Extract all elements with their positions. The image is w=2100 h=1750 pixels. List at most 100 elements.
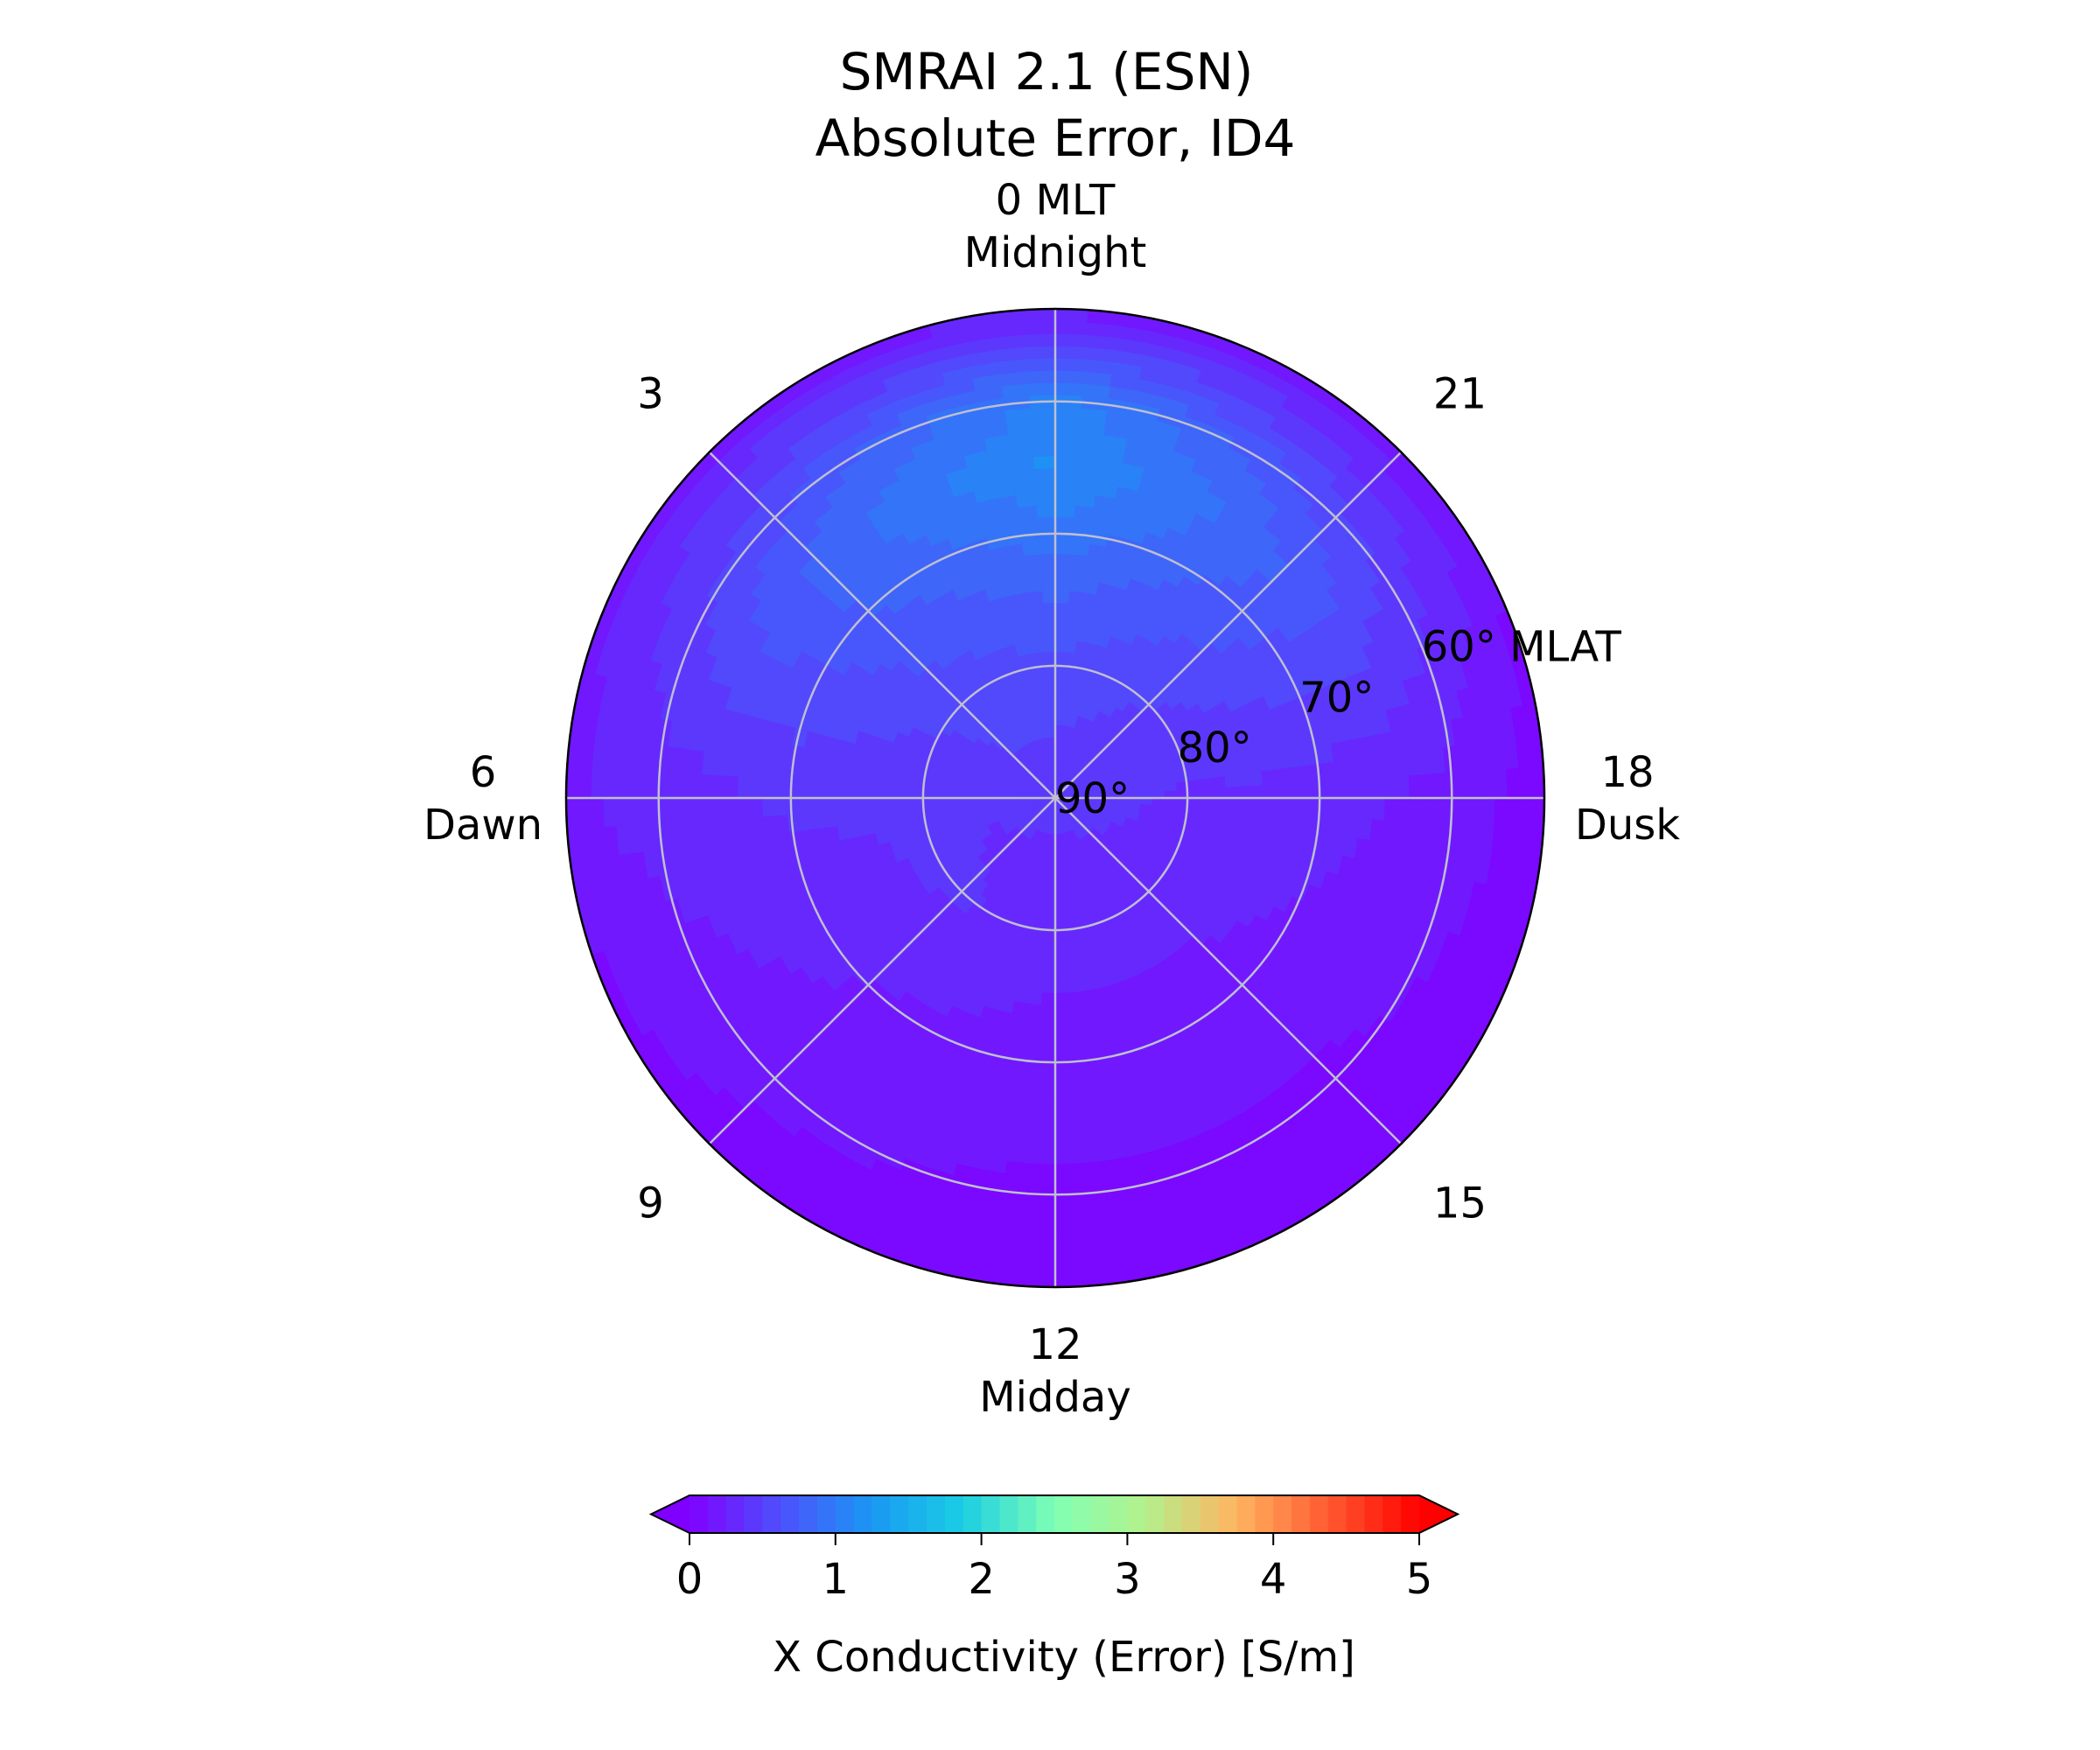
colorbar-level: [890, 1495, 909, 1533]
colorbar-level: [1401, 1495, 1420, 1533]
heatmap-cell: [1027, 382, 1056, 396]
colorbar-tick-label: 1: [822, 1555, 850, 1604]
heatmap-cell: [1026, 1003, 1043, 1018]
colorbar-level: [853, 1495, 873, 1533]
heatmap-cell: [1035, 503, 1056, 518]
heatmap-cell: [602, 797, 617, 829]
heatmap-cell: [1054, 931, 1066, 946]
heatmap-cell: [1030, 418, 1056, 433]
heatmap-cell: [907, 788, 922, 799]
heatmap-cell: [1054, 968, 1068, 983]
heatmap-cell: [1054, 332, 1087, 347]
heatmap-cell: [846, 783, 861, 799]
colorbar-level: [908, 1495, 928, 1533]
heatmap-cell: [1200, 807, 1214, 820]
heatmap-cell: [663, 797, 678, 824]
heatmap-cell: [908, 778, 923, 790]
colorbar-level: [1200, 1495, 1220, 1533]
heatmap-cell: [797, 797, 812, 816]
heatmap-cell: [1236, 809, 1251, 824]
heatmap-cell: [1067, 590, 1083, 605]
heatmap-cell: [614, 797, 629, 828]
heatmap-cell: [1041, 601, 1056, 616]
heatmap-cell: [700, 797, 715, 822]
heatmap-cell: [1272, 766, 1288, 785]
heatmap-cell: [1038, 540, 1056, 555]
mlat-tick-label: 80°: [1178, 724, 1252, 773]
colorbar-body: [648, 1494, 1460, 1534]
heatmap-cell: [822, 811, 838, 830]
mlt-tick-label: 21: [1433, 370, 1487, 419]
colorbar-level: [1145, 1495, 1165, 1533]
heatmap-cell: [797, 780, 812, 799]
heatmap-cell: [907, 797, 922, 808]
heatmap-cell: [871, 785, 886, 799]
heatmap-cell: [1061, 675, 1072, 690]
heatmap-cell: [1311, 780, 1326, 799]
heatmap-cell: [1054, 1273, 1088, 1287]
heatmap-cell: [1518, 797, 1533, 830]
heatmap-cell: [1469, 797, 1484, 827]
heatmap-cell: [1030, 1151, 1056, 1166]
colorbar-level: [944, 1495, 964, 1533]
colorbar-level: [981, 1495, 1001, 1533]
heatmap-cell: [859, 772, 874, 787]
heatmap-cell: [1068, 1015, 1087, 1031]
heatmap-cell: [1250, 797, 1264, 813]
heatmap-cell: [1213, 786, 1228, 799]
heatmap-cell: [1026, 578, 1043, 593]
colorbar-tick-label: 0: [676, 1555, 704, 1604]
heatmap-cell: [872, 773, 886, 788]
heatmap-cell: [1286, 781, 1301, 799]
heatmap-cell: [1039, 1029, 1056, 1044]
heatmap-cell: [1249, 770, 1264, 787]
heatmap-cell: [1034, 492, 1056, 506]
mlat-tick-label: 60° MLAT: [1422, 623, 1622, 672]
heatmap-cell: [1530, 765, 1544, 799]
heatmap-cell: [1031, 443, 1056, 458]
heatmap-cell: [760, 778, 775, 799]
heatmap-cell: [809, 797, 824, 815]
heatmap-cell: [1022, 553, 1041, 569]
heatmap-cell: [1035, 930, 1047, 945]
colorbar-level: [762, 1495, 782, 1533]
heatmap-cell: [737, 797, 751, 820]
heatmap-cell: [1066, 967, 1081, 982]
colorbar-extend-min: [651, 1495, 690, 1533]
colorbar-level: [799, 1495, 818, 1533]
heatmap-cell: [1054, 943, 1067, 958]
heatmap-cell: [1075, 627, 1089, 643]
colorbar-level: [1218, 1495, 1238, 1533]
heatmap-cell: [1022, 309, 1056, 323]
heatmap-cell: [1018, 1064, 1039, 1080]
heatmap-cell: [1506, 766, 1521, 799]
heatmap-cell: [1024, 1249, 1056, 1264]
heatmap-cell: [1054, 320, 1088, 335]
heatmap-cell: [578, 766, 592, 799]
heatmap-cell: [1040, 992, 1056, 1007]
heatmap-cell: [1026, 357, 1056, 372]
heatmap-cell: [1037, 1054, 1056, 1068]
heatmap-cell: [1518, 766, 1533, 799]
colorbar-level: [1327, 1495, 1348, 1533]
heatmap-cell: [712, 774, 727, 799]
heatmap-cell: [1030, 967, 1045, 982]
heatmap-cell: [1043, 626, 1056, 640]
heatmap-cell: [1054, 430, 1081, 445]
mlat-tick-label: 70°: [1299, 673, 1374, 722]
heatmap-cell: [749, 777, 763, 799]
heatmap-cell: [1371, 797, 1386, 821]
heatmap-cell: [1044, 943, 1056, 958]
heatmap-cell: [1054, 443, 1080, 458]
heatmap-cell: [1068, 578, 1085, 593]
heatmap-cell: [1043, 956, 1056, 970]
heatmap-cell: [1420, 797, 1435, 823]
heatmap-cell: [676, 797, 690, 823]
heatmap-cell: [1039, 906, 1049, 921]
heatmap-cell: [1072, 1064, 1093, 1080]
heatmap-cell: [1063, 651, 1075, 666]
heatmap-cell: [1025, 1236, 1056, 1251]
heatmap-cell: [810, 765, 826, 784]
heatmap-cell: [1067, 979, 1082, 994]
heatmap-cell: [774, 815, 789, 836]
